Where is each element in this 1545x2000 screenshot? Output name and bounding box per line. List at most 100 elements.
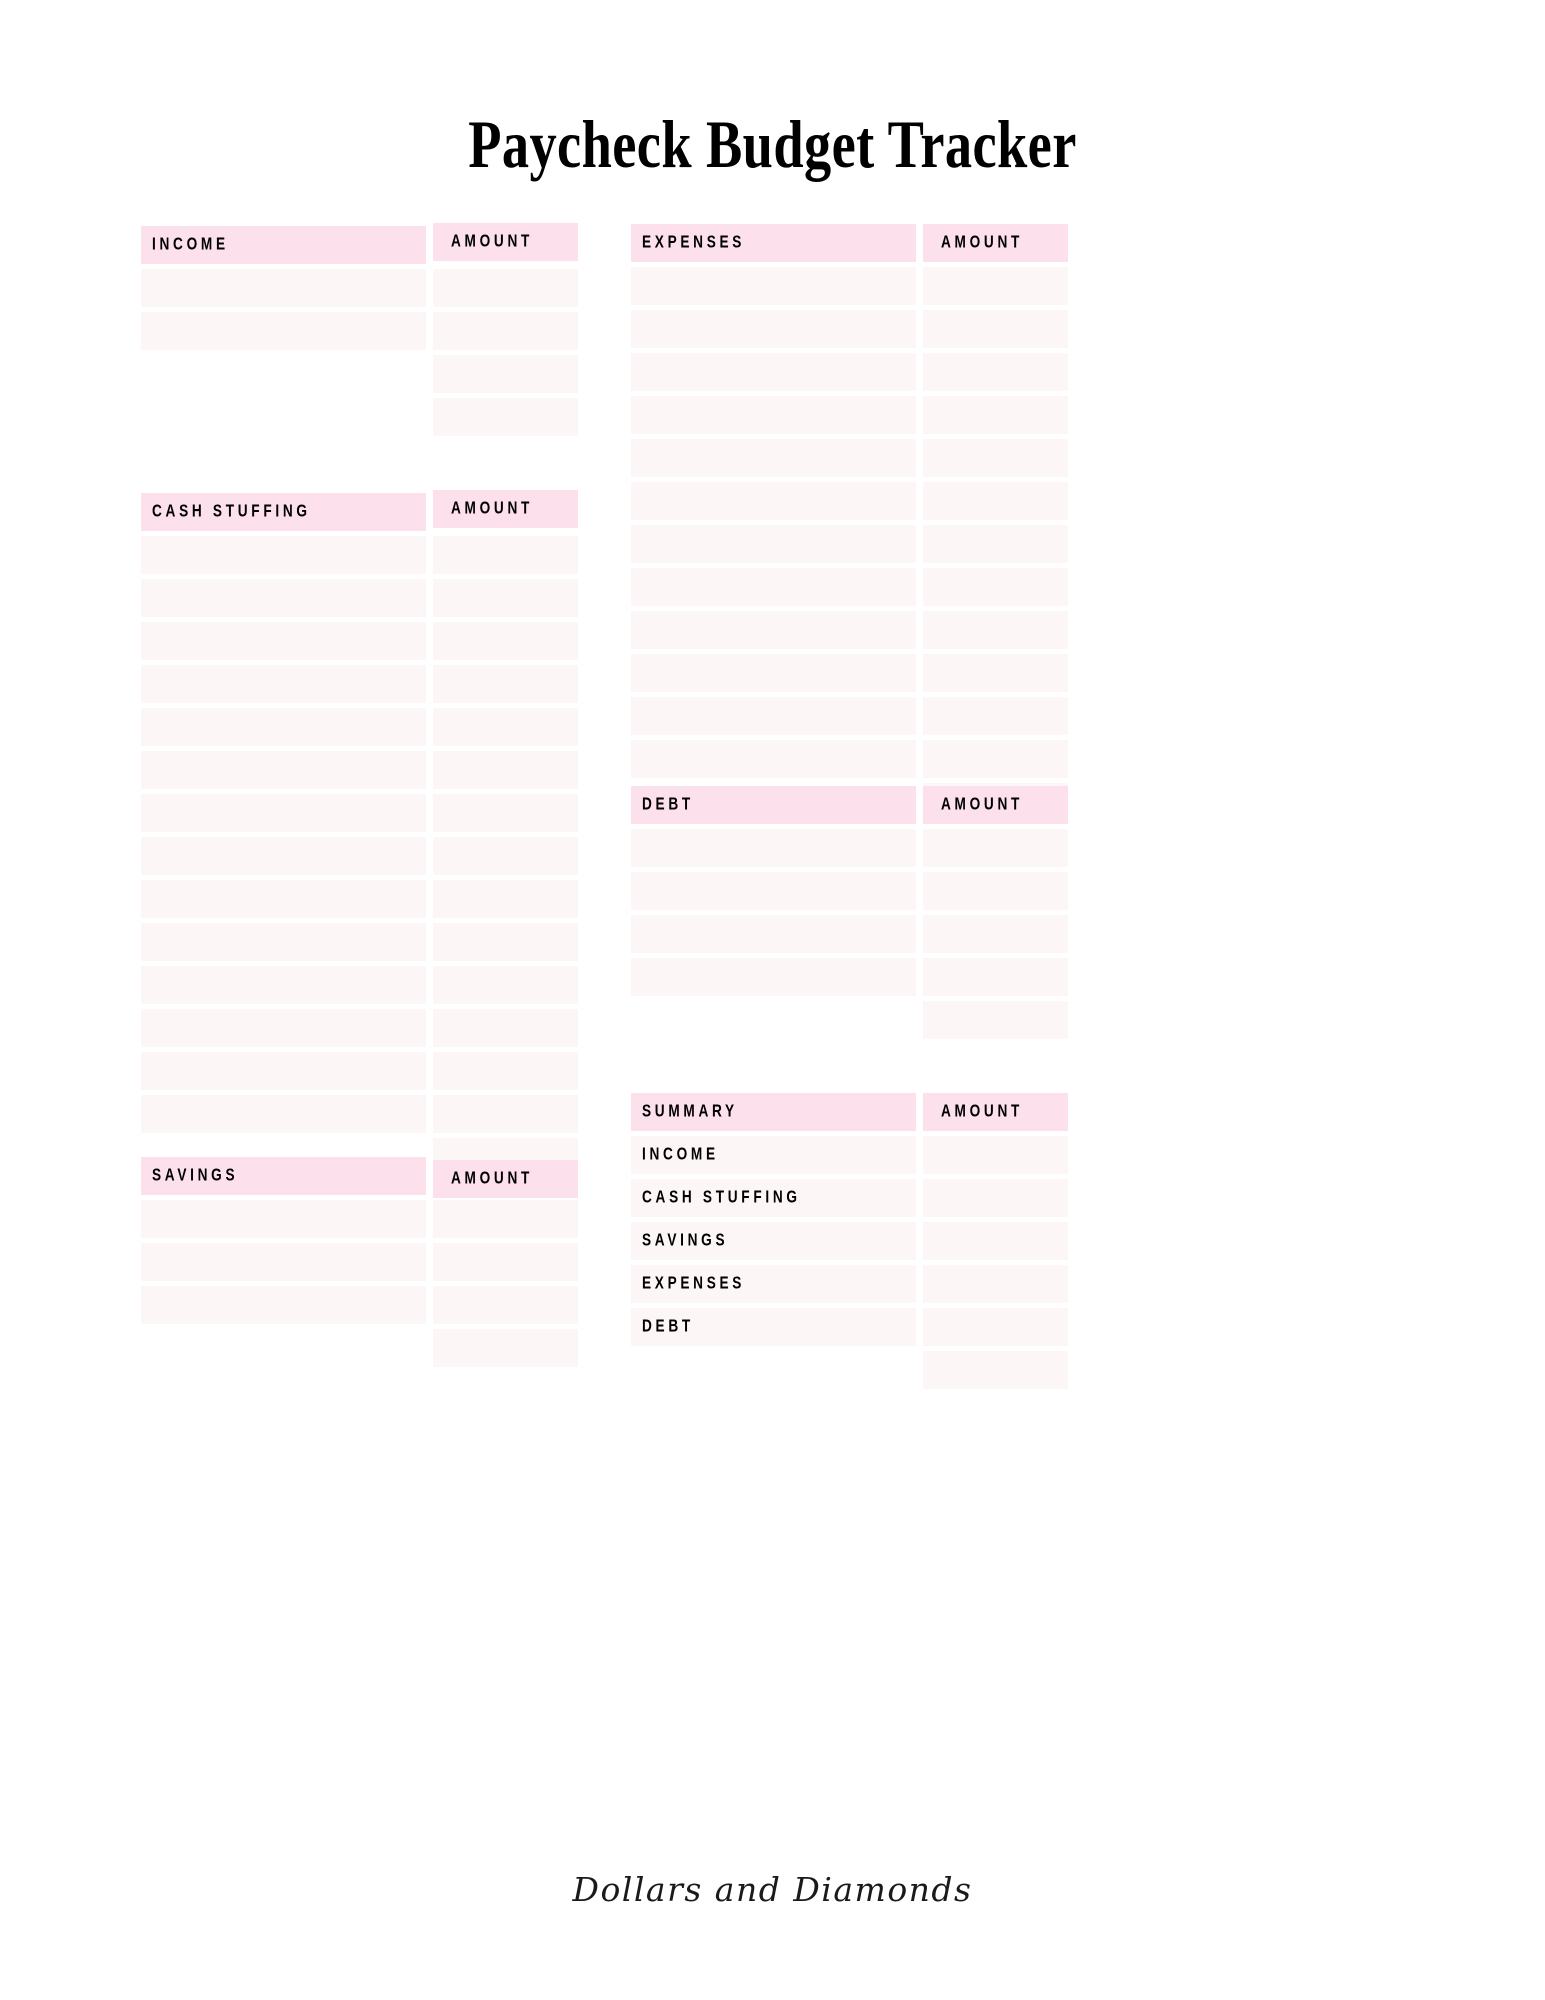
row-amount-cell[interactable] <box>433 1009 578 1047</box>
row-amount-cell[interactable] <box>433 398 578 436</box>
row-amount-cell[interactable] <box>433 1095 578 1133</box>
row-label-cell[interactable] <box>631 872 916 910</box>
row-label-cell[interactable]: INCOME <box>631 1136 916 1174</box>
table-row <box>631 396 1068 434</box>
row-amount-cell[interactable] <box>923 1308 1068 1346</box>
row-label-cell[interactable] <box>141 880 426 918</box>
row-amount-cell[interactable] <box>923 697 1068 735</box>
column-divider <box>426 1157 433 1195</box>
row-label-cell[interactable] <box>141 837 426 875</box>
row-amount-cell[interactable] <box>433 355 578 393</box>
row-amount-cell[interactable] <box>923 829 1068 867</box>
row-label-cell[interactable] <box>631 568 916 606</box>
row-amount-cell[interactable] <box>923 525 1068 563</box>
column-divider <box>916 697 923 735</box>
row-label-cell[interactable]: CASH STUFFING <box>631 1179 916 1217</box>
row-label-cell[interactable] <box>141 536 426 574</box>
row-label-cell[interactable] <box>141 1095 426 1133</box>
row-amount-cell[interactable] <box>923 740 1068 778</box>
row-amount-cell[interactable] <box>433 794 578 832</box>
row-label-cell[interactable] <box>631 697 916 735</box>
row-amount-cell[interactable] <box>923 958 1068 996</box>
column-divider <box>426 837 433 875</box>
row-label-cell[interactable] <box>631 439 916 477</box>
row-label-cell[interactable] <box>141 622 426 660</box>
section-header-cell: SUMMARY <box>631 1093 916 1131</box>
row-amount-cell[interactable] <box>433 708 578 746</box>
row-label-cell[interactable] <box>141 1052 426 1090</box>
row-amount-cell[interactable] <box>433 536 578 574</box>
row-label-cell[interactable] <box>631 267 916 305</box>
row-label-cell[interactable] <box>631 915 916 953</box>
row-label-cell[interactable] <box>141 923 426 961</box>
row-amount-cell[interactable] <box>923 1001 1068 1039</box>
row-amount-cell[interactable] <box>923 654 1068 692</box>
row-label-cell[interactable]: SAVINGS <box>631 1222 916 1260</box>
row-label-cell[interactable] <box>631 654 916 692</box>
row-label-cell[interactable] <box>141 1200 426 1238</box>
row-amount-cell[interactable] <box>923 310 1068 348</box>
row-label-cell[interactable] <box>631 740 916 778</box>
column-divider <box>426 398 433 436</box>
row-amount-cell[interactable] <box>923 568 1068 606</box>
row-amount-cell[interactable] <box>923 482 1068 520</box>
row-label-cell[interactable] <box>141 312 426 350</box>
row-label-cell[interactable] <box>631 396 916 434</box>
row-label-cell[interactable] <box>141 1286 426 1324</box>
row-label-cell[interactable] <box>141 269 426 307</box>
row-amount-cell[interactable] <box>923 611 1068 649</box>
table-row: SAVINGS <box>631 1222 1068 1260</box>
row-amount-cell[interactable] <box>923 1265 1068 1303</box>
row-amount-cell[interactable] <box>923 267 1068 305</box>
column-divider <box>426 226 433 264</box>
row-amount-cell[interactable] <box>433 1329 578 1367</box>
row-label-cell[interactable] <box>631 310 916 348</box>
row-amount-cell[interactable] <box>433 880 578 918</box>
row-label-cell[interactable] <box>631 482 916 520</box>
row-label-cell[interactable] <box>141 1009 426 1047</box>
row-label-cell[interactable] <box>141 579 426 617</box>
row-label-cell[interactable] <box>141 665 426 703</box>
row-label-cell[interactable]: DEBT <box>631 1308 916 1346</box>
row-amount-cell[interactable] <box>923 915 1068 953</box>
row-amount-cell[interactable] <box>433 1200 578 1238</box>
row-label-cell[interactable] <box>631 958 916 996</box>
row-label-cell[interactable] <box>631 353 916 391</box>
row-amount-cell[interactable] <box>433 665 578 703</box>
row-amount-cell[interactable] <box>923 353 1068 391</box>
row-amount-cell[interactable] <box>923 439 1068 477</box>
row-amount-cell[interactable] <box>433 1286 578 1324</box>
row-label-cell[interactable]: EXPENSES <box>631 1265 916 1303</box>
row-label-cell[interactable] <box>631 611 916 649</box>
row-label-cell[interactable] <box>631 525 916 563</box>
row-amount-cell[interactable] <box>923 396 1068 434</box>
row-amount-cell[interactable] <box>433 622 578 660</box>
row-amount-cell[interactable] <box>433 1243 578 1281</box>
row-amount-cell[interactable] <box>923 1136 1068 1174</box>
row-amount-cell[interactable] <box>433 312 578 350</box>
column-divider <box>916 915 923 953</box>
row-amount-cell[interactable] <box>433 837 578 875</box>
row-amount-cell[interactable] <box>433 966 578 1004</box>
row-amount-cell[interactable] <box>923 1222 1068 1260</box>
row-amount-cell[interactable] <box>433 923 578 961</box>
row-amount-cell[interactable] <box>923 1351 1068 1389</box>
row-label-cell[interactable] <box>141 794 426 832</box>
row-amount-cell[interactable] <box>433 579 578 617</box>
row-label-cell[interactable] <box>141 1243 426 1281</box>
row-amount-cell[interactable] <box>433 269 578 307</box>
table-row <box>141 708 578 746</box>
row-amount-cell[interactable] <box>433 751 578 789</box>
page-title: Paycheck Budget Tracker <box>468 106 1077 182</box>
row-amount-cell[interactable] <box>433 1052 578 1090</box>
column-divider <box>426 794 433 832</box>
row-label-cell[interactable] <box>141 751 426 789</box>
column-divider <box>916 1351 923 1389</box>
row-amount-cell[interactable] <box>923 872 1068 910</box>
column-divider <box>916 1136 923 1174</box>
row-label-cell[interactable] <box>141 966 426 1004</box>
row-amount-cell[interactable] <box>923 1179 1068 1217</box>
row-label-cell[interactable] <box>631 829 916 867</box>
row-label-cell[interactable] <box>141 708 426 746</box>
row-label-spacer <box>631 1001 916 1039</box>
